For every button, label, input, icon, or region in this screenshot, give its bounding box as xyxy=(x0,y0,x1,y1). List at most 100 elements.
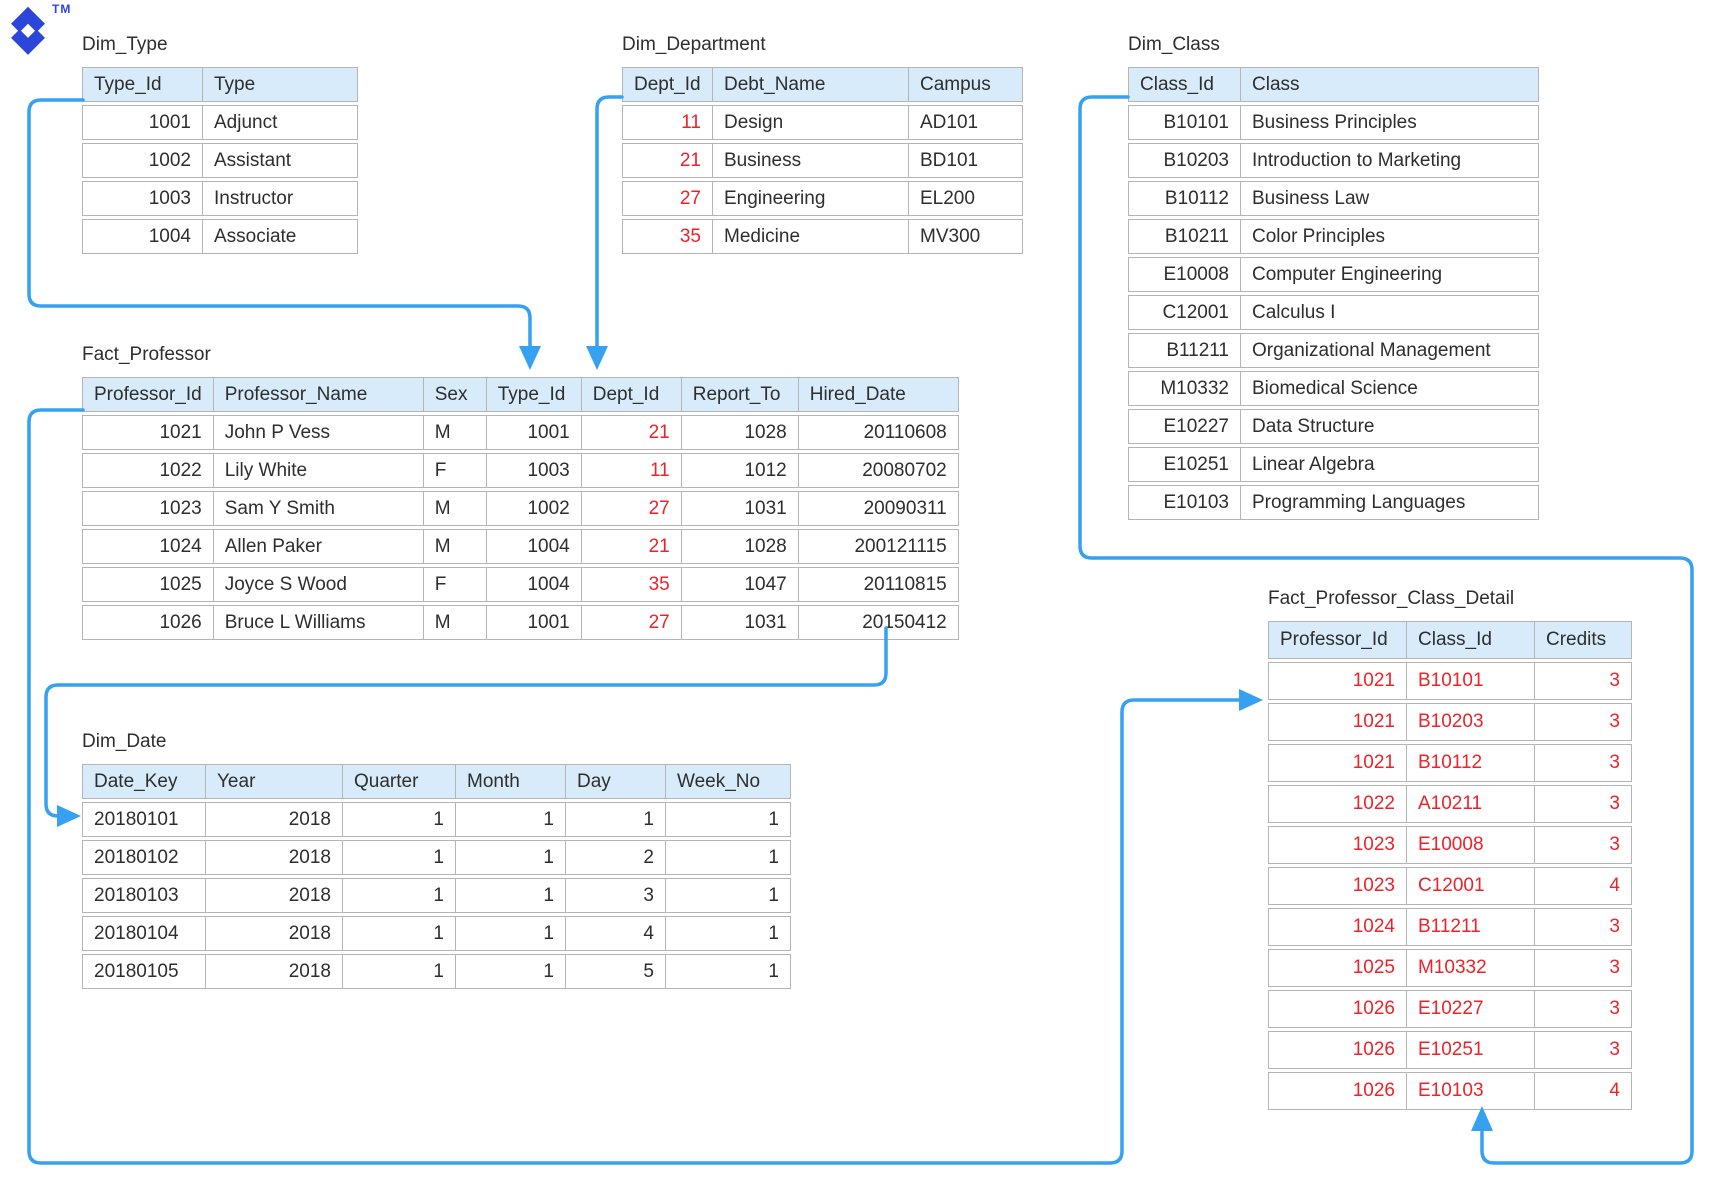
table-cell: B10101 xyxy=(1128,105,1241,140)
table-title: Dim_Class xyxy=(1128,34,1220,55)
table-cell: 1002 xyxy=(486,491,582,526)
table-cell: Organizational Management xyxy=(1241,333,1539,368)
table-row: 20180101 2018 1 1 1 1 xyxy=(82,802,791,837)
table-cell: 1 xyxy=(343,802,456,837)
table-cell: M xyxy=(423,491,487,526)
table-cell: 200121115 xyxy=(798,529,959,564)
table-cell: C12001 xyxy=(1128,295,1241,330)
header-row: Professor_Id Class_Id Credits xyxy=(1268,621,1632,659)
table-row: 1026 E10251 3 xyxy=(1268,1031,1632,1069)
table-cell: Color Principles xyxy=(1241,219,1539,254)
table-cell: 1004 xyxy=(486,529,582,564)
column-header: Day xyxy=(566,764,666,799)
table-cell: 1 xyxy=(343,954,456,989)
table-row: B10211 Color Principles xyxy=(1128,219,1539,254)
table-cell: M xyxy=(423,415,487,450)
column-header: Professor_Id xyxy=(1268,621,1407,659)
table-row: 1021 B10101 3 xyxy=(1268,662,1632,700)
column-header: Credits xyxy=(1535,621,1632,659)
table-cell: 1024 xyxy=(1268,908,1407,946)
table-cell: 1022 xyxy=(82,453,214,488)
table-cell: 1012 xyxy=(681,453,799,488)
table-cell: 20180102 xyxy=(82,840,206,875)
header-row: Date_Key Year Quarter Month Day Week_No xyxy=(82,764,791,799)
table-cell: E10251 xyxy=(1407,1031,1535,1069)
table-cell: MV300 xyxy=(909,219,1023,254)
table-row: 1003 Instructor xyxy=(82,181,358,216)
column-header: Type_Id xyxy=(82,67,203,102)
table-cell: 1021 xyxy=(1268,744,1407,782)
column-header: Class_Id xyxy=(1128,67,1241,102)
table-fact-professor-class-detail: Fact_Professor_Class_Detail Professor_Id… xyxy=(1268,588,1632,1113)
table-cell: C12001 xyxy=(1407,867,1535,905)
column-header: Dept_Id xyxy=(581,377,682,412)
header-row: Professor_Id Professor_Name Sex Type_Id Dept… xyxy=(82,377,959,412)
column-header: Class_Id xyxy=(1407,621,1535,659)
column-header: Professor_Id xyxy=(82,377,214,412)
table-cell: B10211 xyxy=(1128,219,1241,254)
table-cell: Linear Algebra xyxy=(1241,447,1539,482)
table-cell: Design xyxy=(713,105,909,140)
column-header: Week_No xyxy=(666,764,791,799)
table-row: 1021 B10203 3 xyxy=(1268,703,1632,741)
table-title: Fact_Professor xyxy=(82,344,211,365)
table-cell: 3 xyxy=(1535,703,1632,741)
table-cell: 1 xyxy=(666,954,791,989)
table-cell: 2018 xyxy=(206,802,343,837)
table-title: Dim_Department xyxy=(622,34,766,55)
table-row: 20180104 2018 1 1 4 1 xyxy=(82,916,791,951)
table-cell: 1028 xyxy=(681,415,799,450)
table-row: 1024 Allen Paker M 1004 21 1028 200121115 xyxy=(82,529,959,564)
table-cell: Business Principles xyxy=(1241,105,1539,140)
table-cell: Bruce L Williams xyxy=(213,605,424,640)
table-row: 1001 Adjunct xyxy=(82,105,358,140)
column-header: Report_To xyxy=(681,377,799,412)
table-row: 21 Business BD101 xyxy=(622,143,1023,178)
table-cell: 11 xyxy=(622,105,713,140)
fact-professor-table: Professor_Id Professor_Name Sex Type_Id Dept… xyxy=(82,374,959,643)
table-cell: 20110608 xyxy=(798,415,959,450)
table-cell: B10203 xyxy=(1407,703,1535,741)
table-cell: 20090311 xyxy=(798,491,959,526)
table-cell: 20180101 xyxy=(82,802,206,837)
dim-date-table: Date_Key Year Quarter Month Day Week_No 201801… xyxy=(82,761,791,992)
table-cell: 3 xyxy=(1535,949,1632,987)
column-header: Hired_Date xyxy=(798,377,959,412)
table-cell: 3 xyxy=(1535,662,1632,700)
table-cell: Business Law xyxy=(1241,181,1539,216)
table-dim-date: Dim_Date Date_Key Year Quarter Month Day Week… xyxy=(82,731,791,992)
column-header: Quarter xyxy=(343,764,456,799)
table-cell: B11211 xyxy=(1128,333,1241,368)
table-row: B10101 Business Principles xyxy=(1128,105,1539,140)
table-cell: 1 xyxy=(666,840,791,875)
table-cell: 1 xyxy=(456,954,566,989)
table-cell: E10251 xyxy=(1128,447,1241,482)
dim-type-table: Type_Id Type 1001 Adjunct 1002 Assistant 1003 I… xyxy=(82,64,358,257)
table-row: E10227 Data Structure xyxy=(1128,409,1539,444)
table-cell: 1028 xyxy=(681,529,799,564)
column-header: Debt_Name xyxy=(713,67,909,102)
table-cell: 1047 xyxy=(681,567,799,602)
table-cell: 1023 xyxy=(1268,826,1407,864)
table-row: C12001 Calculus I xyxy=(1128,295,1539,330)
table-row: 20180105 2018 1 1 5 1 xyxy=(82,954,791,989)
table-cell: F xyxy=(423,567,487,602)
table-cell: 1002 xyxy=(82,143,203,178)
table-cell: 3 xyxy=(1535,908,1632,946)
dim-class-table: Class_Id Class B10101 Business Principles B1… xyxy=(1128,64,1539,523)
table-cell: Allen Paker xyxy=(213,529,424,564)
table-row: M10332 Biomedical Science xyxy=(1128,371,1539,406)
table-row: 11 Design AD101 xyxy=(622,105,1023,140)
table-cell: 20180105 xyxy=(82,954,206,989)
column-header: Year xyxy=(206,764,343,799)
table-cell: 1031 xyxy=(681,491,799,526)
table-cell: 20080702 xyxy=(798,453,959,488)
table-cell: E10227 xyxy=(1128,409,1241,444)
table-cell: Medicine xyxy=(713,219,909,254)
table-cell: Joyce S Wood xyxy=(213,567,424,602)
table-cell: 2018 xyxy=(206,840,343,875)
table-title: Dim_Type xyxy=(82,34,168,55)
table-cell: 1 xyxy=(456,802,566,837)
table-row: 1002 Assistant xyxy=(82,143,358,178)
table-cell: E10008 xyxy=(1128,257,1241,292)
